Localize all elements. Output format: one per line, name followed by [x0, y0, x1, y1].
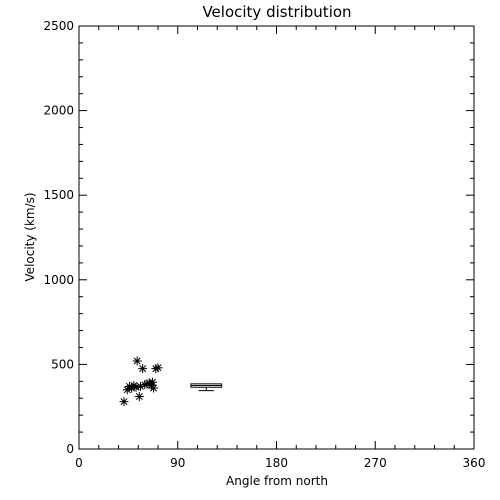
- asterisk-stroke: [133, 357, 141, 365]
- x-tick-label: 270: [364, 456, 387, 470]
- data-point: [149, 383, 159, 393]
- y-tick-label: 1000: [43, 273, 74, 287]
- data-point: [134, 392, 144, 402]
- asterisk-stroke: [135, 393, 143, 401]
- chart-title: Velocity distribution: [202, 3, 351, 21]
- y-axis-ticks: 0 500 1000 1500 2000 2500: [43, 19, 474, 456]
- x-axis-label: Angle from north: [226, 474, 328, 488]
- asterisk-stroke: [120, 398, 128, 406]
- x-tick-label: 0: [75, 456, 83, 470]
- box-plot: [190, 383, 223, 392]
- y-tick-label: 1500: [43, 188, 74, 202]
- y-tick-label: 2500: [43, 19, 74, 33]
- data-point: [119, 397, 129, 407]
- data-point: [153, 363, 163, 373]
- y-tick-label: 2000: [43, 104, 74, 118]
- x-tick-label: 360: [463, 456, 486, 470]
- asterisk-stroke: [150, 384, 158, 392]
- data-point: [138, 364, 148, 374]
- y-tick-label: 500: [51, 357, 74, 371]
- asterisk-stroke: [132, 383, 140, 391]
- data-points: [119, 356, 163, 407]
- x-tick-label: 90: [170, 456, 185, 470]
- y-axis-label: Velocity (km/s): [23, 192, 37, 281]
- asterisk-stroke: [139, 365, 147, 373]
- asterisk-stroke: [149, 378, 157, 386]
- x-axis-ticks: 0 90 180 270 360: [75, 26, 485, 470]
- asterisk-stroke: [154, 364, 162, 372]
- data-point: [148, 377, 158, 387]
- x-tick-label: 180: [265, 456, 288, 470]
- data-point: [132, 356, 142, 366]
- y-tick-label: 0: [66, 442, 74, 456]
